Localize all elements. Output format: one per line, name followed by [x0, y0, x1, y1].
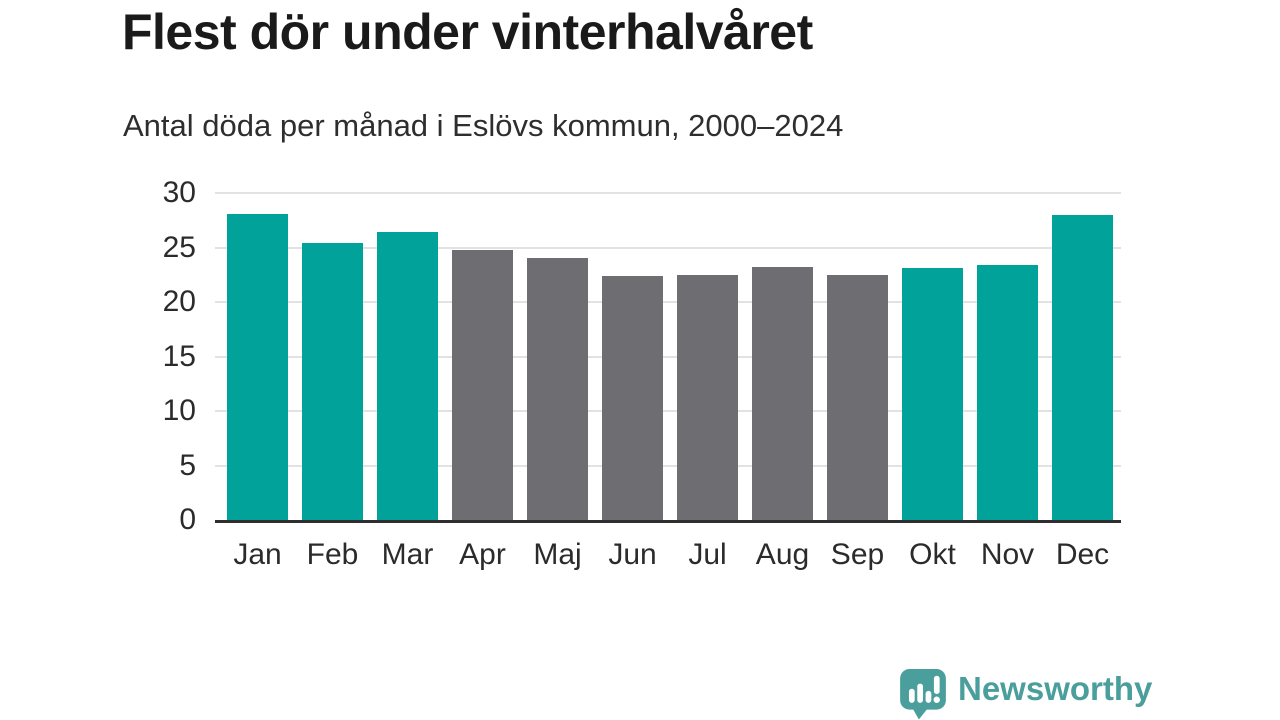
bar-feb	[302, 243, 363, 520]
x-tick-label-apr: Apr	[459, 538, 506, 571]
x-tick-label-sep: Sep	[830, 538, 885, 571]
y-tick-label-30: 30	[162, 176, 196, 209]
bar-jul	[677, 274, 738, 520]
y-tick-label-5: 5	[179, 448, 196, 482]
x-tick-label-jul: Jul	[688, 538, 727, 571]
chart-subtitle: Antal döda per månad i Eslövs kommun, 20…	[123, 108, 844, 143]
y-tick-label-20: 20	[162, 285, 196, 318]
y-tick-label-25: 25	[162, 230, 196, 264]
x-tick-label-jun: Jun	[608, 538, 657, 571]
bar-mar	[377, 232, 438, 520]
gridline-5	[215, 464, 1121, 467]
bar-chart-speech-bubble-icon	[900, 669, 946, 720]
gridline-20	[215, 301, 1121, 303]
bar-jan	[227, 213, 288, 520]
bar-jun	[602, 275, 663, 520]
y-axis: 0 5 10 15 20 25 30	[0, 176, 196, 536]
x-tick-label-mar: Mar	[381, 538, 434, 571]
y-tick-label-15: 15	[162, 339, 196, 373]
y-tick-label-10: 10	[162, 394, 196, 427]
bar-aug	[752, 267, 813, 520]
bar-sep	[827, 274, 888, 520]
x-tick-label-maj: Maj	[533, 538, 582, 571]
x-tick-label-feb: Feb	[306, 538, 359, 571]
x-axis: Jan Feb Mar Apr Maj Jun Jul Aug Sep Okt Nov Dec	[215, 523, 1121, 583]
gridline-10	[215, 410, 1121, 412]
bar-nov	[977, 264, 1038, 520]
gridline-15	[215, 355, 1121, 358]
x-tick-label-aug: Aug	[755, 538, 810, 571]
x-tick-label-nov: Nov	[980, 538, 1035, 571]
bar-apr	[452, 249, 513, 520]
bar-okt	[902, 268, 963, 520]
chart-title: Flest dör under vinterhalvåret	[122, 4, 813, 60]
x-tick-label-dec: Dec	[1055, 538, 1110, 571]
x-tick-label-okt: Okt	[909, 538, 956, 571]
newsworthy-logo: Newsworthy	[899, 666, 1159, 720]
plot-area	[215, 192, 1121, 523]
bar-dec	[1052, 214, 1113, 520]
y-tick-label-0: 0	[179, 503, 196, 536]
newsworthy-wordmark: Newsworthy	[958, 670, 1153, 707]
gridline-25	[215, 246, 1121, 249]
bar-maj	[527, 258, 588, 520]
x-tick-label-jan: Jan	[233, 538, 282, 571]
gridline-30	[215, 192, 1121, 194]
